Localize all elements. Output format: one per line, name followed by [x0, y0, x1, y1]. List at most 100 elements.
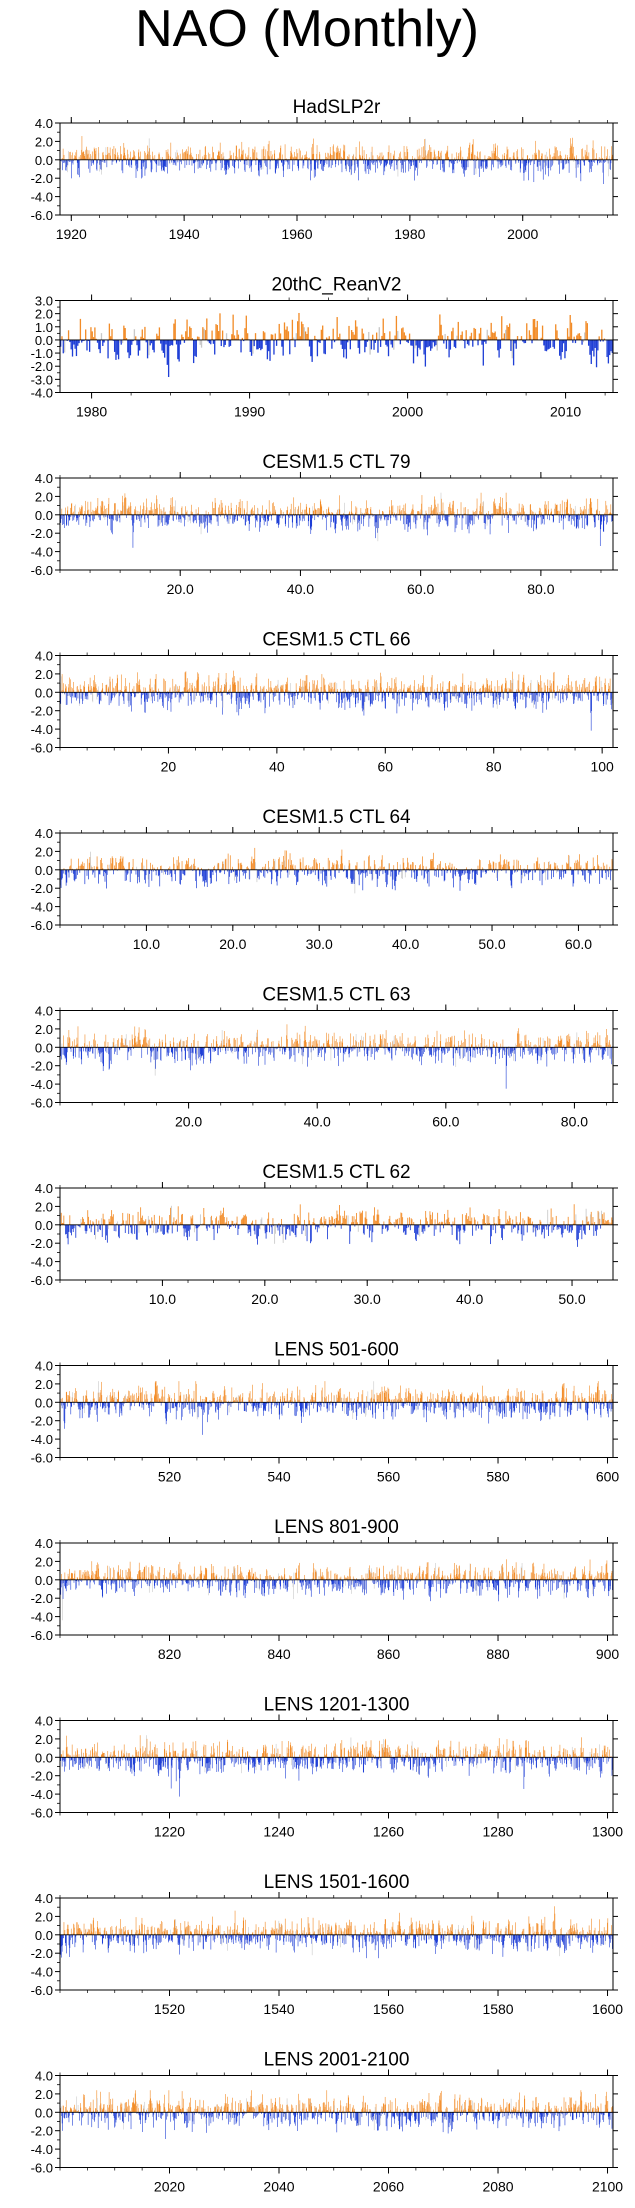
bar-negative: [597, 692, 599, 696]
bar-negative: [287, 869, 289, 878]
bar-positive: [368, 157, 370, 160]
bar-negative: [320, 692, 321, 703]
bar-positive: [597, 855, 598, 870]
bar-positive: [312, 866, 313, 870]
bar-positive: [374, 687, 375, 693]
bar-positive: [216, 864, 218, 870]
bar-positive: [596, 158, 598, 160]
bar-positive: [451, 331, 453, 340]
bar-positive: [394, 335, 396, 340]
bar-positive: [90, 851, 91, 870]
bar-negative: [515, 869, 517, 873]
bar-positive: [490, 156, 491, 160]
bar-negative: [175, 869, 176, 881]
bar-positive: [472, 144, 473, 160]
bar-negative: [491, 692, 493, 696]
bar-positive: [572, 137, 573, 160]
bar-negative: [478, 514, 479, 520]
bar-positive: [91, 511, 92, 515]
bar-negative: [435, 692, 437, 696]
bar-negative: [382, 692, 383, 702]
bar-positive: [411, 511, 412, 515]
bar-negative: [419, 692, 420, 699]
bar-positive: [236, 156, 238, 160]
bar-positive: [266, 688, 267, 693]
bar-positive: [483, 500, 484, 515]
bar-negative: [501, 514, 503, 526]
bar-positive: [194, 686, 195, 693]
bar-positive: [110, 336, 112, 340]
bar-positive: [90, 327, 92, 340]
bar-negative: [364, 514, 366, 518]
bar-negative: [344, 692, 346, 710]
bar-negative: [265, 692, 266, 708]
bar-positive: [212, 501, 213, 515]
bar-negative: [375, 692, 376, 701]
bar-positive: [267, 144, 269, 160]
bar-negative: [323, 159, 325, 167]
bar-negative: [468, 869, 470, 880]
bar-negative: [268, 339, 270, 352]
bar-negative: [435, 692, 437, 699]
bar-negative: [473, 869, 475, 871]
bar-negative: [447, 692, 448, 708]
bar-positive: [197, 513, 198, 515]
bar-negative: [499, 692, 501, 702]
bar-positive: [224, 859, 226, 870]
bar-negative: [455, 159, 456, 161]
bar-negative: [264, 692, 265, 697]
bar-negative: [259, 514, 261, 528]
bar-negative: [542, 692, 544, 704]
bar-negative: [564, 869, 565, 872]
bar-positive: [578, 689, 579, 693]
bar-negative: [100, 692, 101, 694]
bar-negative: [73, 869, 75, 881]
bar-negative: [498, 339, 500, 358]
bar-negative: [424, 869, 426, 878]
bar-negative: [260, 869, 261, 873]
bar-positive: [299, 858, 301, 870]
bar-negative: [147, 692, 148, 702]
bar-positive: [95, 507, 97, 515]
bar-negative: [258, 159, 260, 176]
bar-positive: [301, 156, 303, 160]
bar-positive: [120, 146, 121, 160]
bar-positive: [389, 690, 390, 693]
bar-positive: [601, 146, 602, 160]
bar-positive: [253, 688, 254, 693]
bar-negative: [85, 514, 87, 526]
bar-negative: [129, 692, 131, 701]
bar-negative: [136, 514, 138, 520]
bar-positive: [258, 513, 259, 515]
bar-positive: [493, 503, 495, 515]
bar-negative: [602, 692, 604, 696]
bar-positive: [202, 156, 204, 160]
bar-positive: [494, 153, 496, 160]
bar-positive: [594, 677, 596, 693]
bar-positive: [401, 157, 402, 160]
bar-negative: [276, 869, 278, 886]
bar-positive: [146, 155, 148, 160]
bar-negative: [111, 514, 112, 533]
bar-positive: [71, 502, 73, 515]
bar-positive: [502, 513, 504, 515]
bar-negative: [568, 159, 569, 161]
bar-positive: [185, 506, 186, 515]
bar-positive: [437, 684, 438, 693]
bar-negative: [533, 514, 534, 532]
bar-negative: [380, 159, 381, 166]
bar-positive: [464, 513, 466, 515]
bar-positive: [448, 506, 449, 515]
bar-positive: [442, 686, 443, 693]
bar-positive: [287, 677, 288, 693]
bar-positive: [151, 687, 153, 693]
bar-positive: [409, 687, 410, 693]
bar-negative: [103, 514, 105, 518]
bar-positive: [70, 865, 71, 870]
bar-positive: [135, 510, 137, 515]
bar-positive: [330, 153, 331, 160]
bar-positive: [162, 156, 163, 160]
bar-positive: [127, 149, 128, 160]
bar-positive: [356, 158, 357, 160]
bar-negative: [247, 514, 248, 516]
